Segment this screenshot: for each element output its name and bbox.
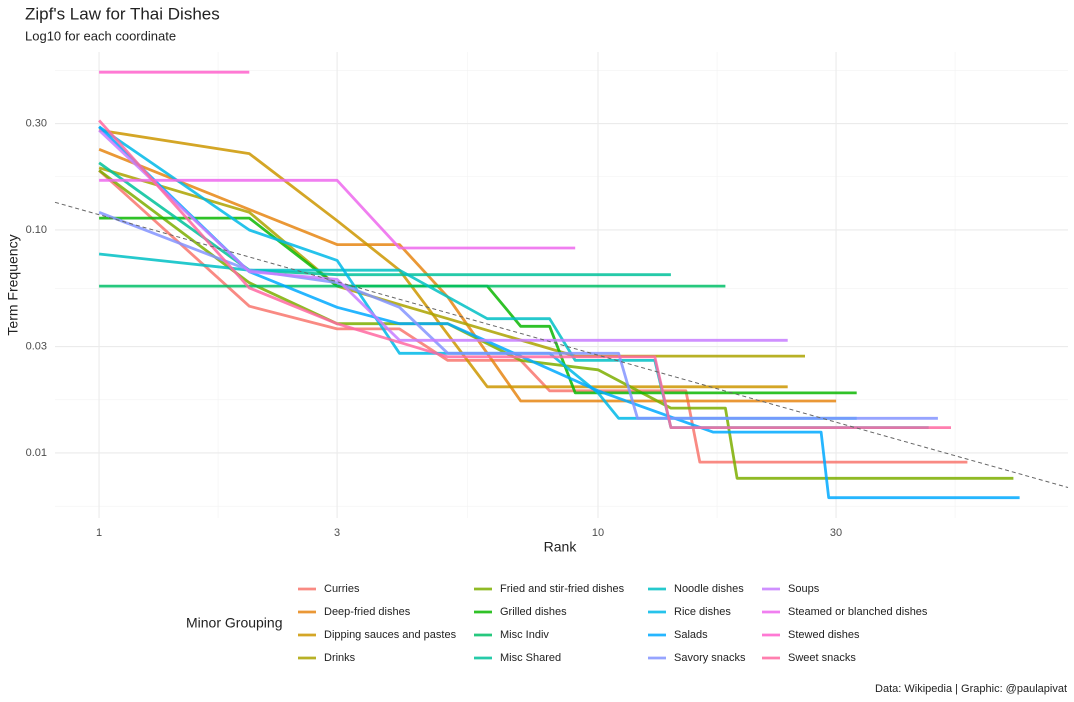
x-axis-title: Rank bbox=[544, 539, 578, 555]
y-tick-label: 0.01 bbox=[26, 447, 47, 459]
legend-label: Dipping sauces and pastes bbox=[324, 629, 457, 641]
series-line bbox=[98, 166, 805, 358]
legend-label: Fried and stir-fried dishes bbox=[500, 583, 625, 595]
series-line bbox=[98, 161, 671, 277]
chart-title: Zipf's Law for Thai Dishes bbox=[25, 4, 220, 23]
legend-label: Grilled dishes bbox=[500, 606, 567, 618]
series-line bbox=[99, 178, 576, 250]
legend-label: Rice dishes bbox=[674, 606, 731, 618]
y-tick-label: 0.10 bbox=[26, 224, 47, 236]
chart-subtitle: Log10 for each coordinate bbox=[25, 28, 176, 43]
legend-label: Noodle dishes bbox=[674, 583, 744, 595]
legend-label: Misc Shared bbox=[500, 652, 561, 664]
series-line bbox=[98, 125, 1020, 500]
legend-label: Salads bbox=[674, 629, 708, 641]
legend-label: Savory snacks bbox=[674, 652, 746, 664]
series-line bbox=[98, 129, 788, 342]
legend-label: Soups bbox=[788, 583, 820, 595]
legend-label: Deep-fried dishes bbox=[324, 606, 411, 618]
x-tick-label: 30 bbox=[830, 527, 842, 539]
series-line bbox=[98, 148, 837, 403]
caption: Data: Wikipedia | Graphic: @paulapivat bbox=[875, 683, 1067, 695]
x-tick-label: 1 bbox=[96, 527, 102, 539]
legend-label: Sweet snacks bbox=[788, 652, 856, 664]
y-tick-label: 0.03 bbox=[26, 340, 47, 352]
series-line bbox=[98, 128, 788, 389]
legend-label: Steamed or blanched dishes bbox=[788, 606, 928, 618]
legend-title: Minor Grouping bbox=[186, 615, 283, 631]
reference-line bbox=[54, 201, 1069, 488]
x-tick-label: 3 bbox=[334, 527, 340, 539]
legend-label: Stewed dishes bbox=[788, 629, 860, 641]
legend-label: Curries bbox=[324, 583, 360, 595]
legend-label: Misc Indiv bbox=[500, 629, 549, 641]
legend-label: Drinks bbox=[324, 652, 356, 664]
y-axis-title: Term Frequency bbox=[5, 234, 21, 335]
series-line bbox=[98, 119, 951, 429]
series-line bbox=[98, 169, 1014, 480]
y-tick-label: 0.30 bbox=[26, 117, 47, 129]
x-tick-label: 10 bbox=[592, 527, 604, 539]
series-line bbox=[99, 216, 857, 395]
